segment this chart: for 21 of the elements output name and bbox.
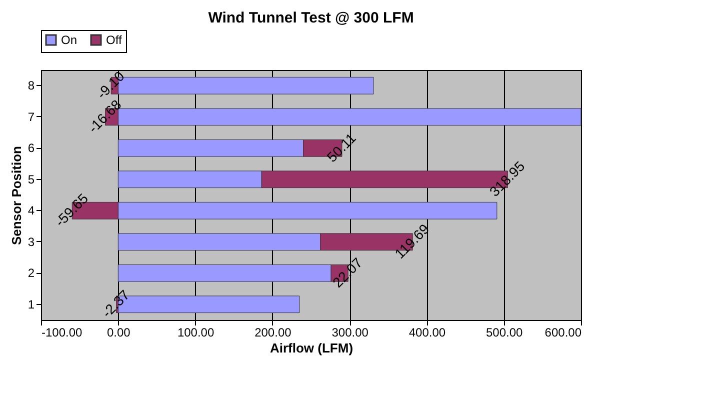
- y-tick-label: 8: [28, 78, 35, 93]
- x-tick-label: 0.00: [106, 326, 131, 340]
- x-tick-label: 500.00: [486, 326, 524, 340]
- x-tick-label: 300.00: [332, 326, 369, 340]
- legend-label: Off: [106, 33, 122, 47]
- x-tick-label: 600.00: [544, 326, 582, 340]
- y-axis-title: Sensor Position: [8, 146, 24, 245]
- x-tick-label: 400.00: [408, 326, 446, 340]
- y-tick-label: 7: [28, 110, 35, 124]
- y-tick-label: 5: [28, 172, 35, 186]
- y-tick-label: 1: [28, 297, 35, 312]
- legend-label: On: [61, 33, 78, 47]
- x-tick-label: 100.00: [177, 326, 214, 340]
- y-tick-label: 2: [28, 266, 35, 280]
- x-axis-title: Airflow (LFM): [270, 340, 354, 356]
- chart-title: Wind Tunnel Test @ 300 LFM: [208, 10, 414, 26]
- x-tick-label: 200.00: [254, 326, 292, 340]
- y-tick-label: 4: [28, 204, 35, 218]
- x-tick-label: -100.00: [42, 326, 83, 340]
- y-tick-label: 6: [28, 141, 35, 156]
- y-tick-label: 3: [28, 234, 35, 249]
